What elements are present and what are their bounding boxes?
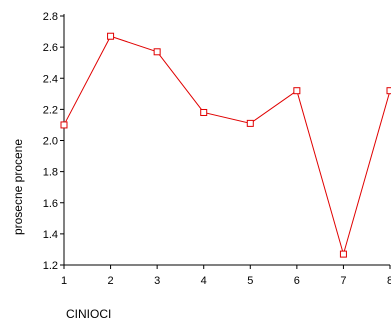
x-tick-label: 2 (108, 275, 114, 287)
x-tick-label: 6 (294, 275, 300, 287)
y-tick-label: 2.2 (43, 104, 58, 116)
y-tick-label: 1.8 (43, 167, 58, 179)
series-group (60, 32, 391, 258)
y-axis-title: prosecne procene (11, 139, 25, 235)
x-tick-label: 3 (154, 275, 160, 287)
x-tick-label: 5 (247, 275, 253, 287)
y-tick-label: 1.4 (43, 229, 58, 241)
series-line (63, 35, 391, 256)
data-point-marker (293, 87, 301, 95)
y-tick-label: 2.6 (43, 42, 58, 54)
data-point-marker (246, 119, 254, 127)
y-axis: 1.2 1.4 1.6 1.8 2.0 2.2 2.4 2.6 2.8 (43, 11, 65, 272)
x-axis-title: CINIOCI (66, 307, 111, 321)
y-tick-label: 1.2 (43, 260, 58, 272)
x-axis: 1 2 3 4 5 6 7 8 (61, 264, 391, 287)
data-point-marker (153, 48, 161, 56)
x-tick-label: 4 (201, 275, 207, 287)
x-tick-label: 8 (387, 275, 391, 287)
y-tick-label: 2.8 (43, 11, 58, 23)
y-tick-label: 2.0 (43, 136, 58, 148)
data-point-marker (339, 250, 347, 258)
y-tick-label: 2.4 (43, 73, 58, 85)
data-point-marker (200, 108, 208, 116)
data-point-marker (107, 32, 115, 40)
y-tick-label: 1.6 (43, 198, 58, 210)
x-tick-label: 7 (340, 275, 346, 287)
x-tick-label: 1 (61, 275, 67, 287)
data-point-marker (60, 121, 68, 129)
data-point-marker (386, 87, 391, 95)
